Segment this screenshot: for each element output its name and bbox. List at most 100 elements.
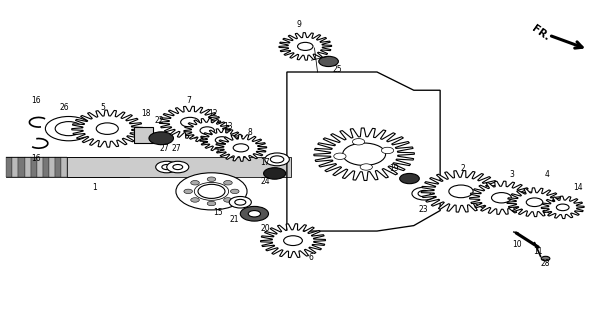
Circle shape: [526, 198, 543, 207]
Circle shape: [173, 164, 183, 170]
Circle shape: [265, 153, 289, 166]
Text: 10: 10: [512, 240, 522, 249]
Circle shape: [557, 204, 569, 211]
Circle shape: [96, 123, 118, 134]
Polygon shape: [12, 157, 18, 177]
Circle shape: [233, 144, 249, 152]
Text: 11: 11: [533, 247, 543, 256]
Circle shape: [284, 236, 302, 245]
Text: 12: 12: [208, 109, 218, 118]
Circle shape: [235, 199, 246, 205]
Polygon shape: [314, 128, 414, 180]
Circle shape: [240, 206, 268, 221]
Text: 14: 14: [573, 183, 583, 192]
Circle shape: [297, 42, 313, 51]
Polygon shape: [55, 157, 61, 177]
Polygon shape: [541, 196, 584, 219]
Circle shape: [381, 147, 394, 154]
Text: 20: 20: [260, 224, 270, 233]
Circle shape: [191, 198, 199, 202]
Text: 7: 7: [186, 96, 191, 105]
Circle shape: [349, 146, 379, 162]
Circle shape: [224, 180, 232, 185]
Polygon shape: [18, 157, 25, 177]
Text: 19: 19: [389, 164, 399, 172]
Polygon shape: [159, 106, 221, 138]
Circle shape: [184, 189, 192, 194]
Text: 4: 4: [545, 170, 550, 179]
Polygon shape: [215, 134, 267, 161]
Text: 15: 15: [213, 208, 223, 217]
Circle shape: [334, 153, 346, 159]
Text: 18: 18: [141, 109, 151, 118]
Circle shape: [343, 143, 386, 165]
Circle shape: [412, 187, 436, 200]
Text: 27: 27: [172, 144, 181, 153]
Circle shape: [418, 190, 430, 197]
Polygon shape: [6, 157, 12, 177]
Circle shape: [541, 256, 550, 261]
Polygon shape: [37, 157, 43, 177]
Text: 6: 6: [309, 253, 314, 262]
Circle shape: [162, 164, 172, 170]
Circle shape: [156, 161, 178, 173]
Text: 17: 17: [260, 158, 270, 167]
Text: FR.: FR.: [530, 23, 552, 42]
Circle shape: [248, 211, 261, 217]
Polygon shape: [61, 157, 67, 177]
Text: 25: 25: [332, 65, 342, 74]
Circle shape: [167, 161, 189, 173]
Polygon shape: [421, 171, 501, 212]
Circle shape: [191, 180, 199, 185]
Circle shape: [55, 122, 82, 136]
Polygon shape: [261, 224, 326, 258]
Text: 16: 16: [31, 154, 40, 163]
Polygon shape: [200, 129, 244, 152]
Circle shape: [198, 184, 225, 198]
Text: 27: 27: [159, 144, 169, 153]
Circle shape: [207, 177, 216, 181]
Polygon shape: [67, 157, 291, 177]
Circle shape: [449, 185, 473, 198]
Circle shape: [360, 164, 372, 170]
Text: 22: 22: [154, 116, 164, 124]
Circle shape: [264, 168, 286, 179]
Circle shape: [200, 127, 215, 134]
Circle shape: [270, 156, 284, 163]
Circle shape: [230, 189, 239, 194]
Circle shape: [45, 116, 92, 141]
Text: 23: 23: [418, 205, 428, 214]
Circle shape: [400, 173, 419, 184]
Text: 26: 26: [59, 103, 69, 112]
Text: 1: 1: [93, 183, 97, 192]
Polygon shape: [184, 118, 230, 143]
Circle shape: [176, 173, 247, 210]
Text: 5: 5: [101, 103, 105, 112]
Polygon shape: [43, 157, 49, 177]
Text: 8: 8: [248, 128, 253, 137]
Text: 16: 16: [31, 96, 40, 105]
Circle shape: [149, 132, 173, 145]
Text: 13: 13: [223, 122, 233, 131]
Polygon shape: [134, 127, 153, 143]
Text: 2: 2: [460, 164, 465, 172]
Polygon shape: [72, 110, 143, 147]
Polygon shape: [507, 188, 562, 217]
Circle shape: [181, 117, 199, 127]
Circle shape: [319, 56, 338, 67]
Polygon shape: [25, 157, 31, 177]
Polygon shape: [31, 157, 37, 177]
Text: 9: 9: [297, 20, 302, 28]
Text: 28: 28: [541, 259, 550, 268]
Circle shape: [224, 198, 232, 202]
Circle shape: [229, 196, 251, 208]
Polygon shape: [470, 181, 533, 214]
Circle shape: [207, 201, 216, 206]
Polygon shape: [279, 33, 332, 60]
Text: 21: 21: [229, 215, 239, 224]
Circle shape: [492, 193, 511, 203]
Polygon shape: [49, 157, 55, 177]
Text: 24: 24: [260, 177, 270, 186]
Circle shape: [352, 139, 365, 145]
Text: 3: 3: [509, 170, 514, 179]
